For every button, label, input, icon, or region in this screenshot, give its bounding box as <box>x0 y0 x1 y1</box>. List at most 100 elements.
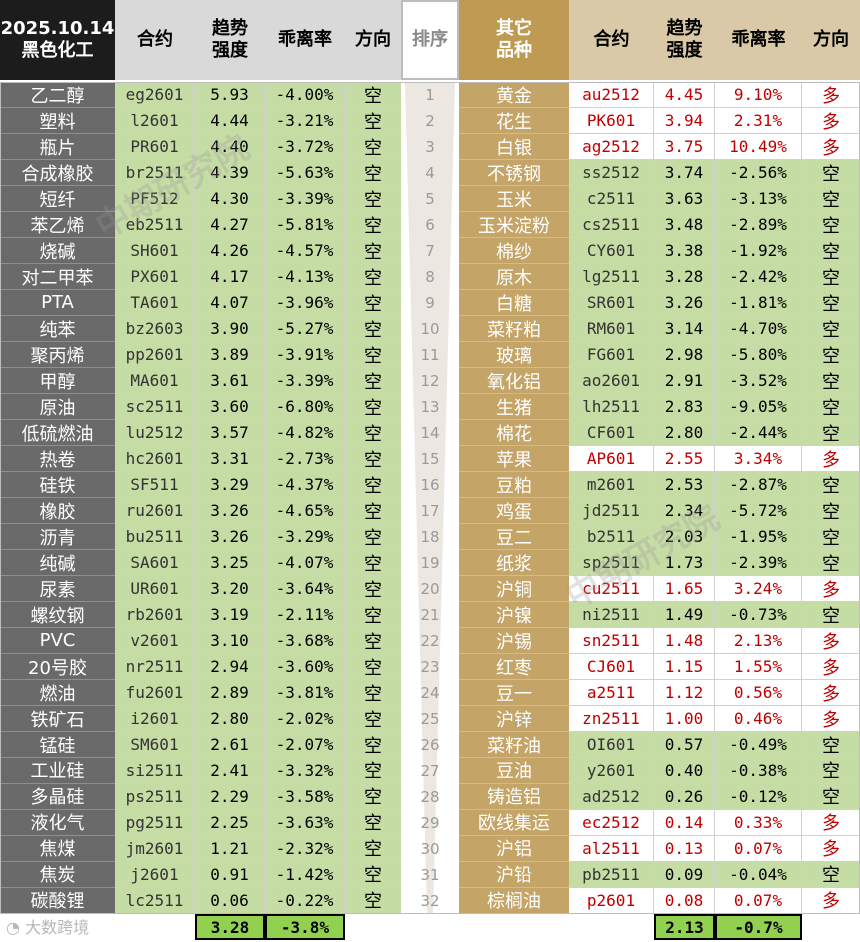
trend-strength: 2.53 <box>664 475 704 495</box>
variety-name: 塑料 <box>39 111 76 133</box>
direction: 空 <box>364 475 382 497</box>
left-name-cell: 工业硅 <box>0 757 115 785</box>
variety-name: 沪镍 <box>496 605 532 627</box>
right-contract-cell: al2511 <box>569 835 654 863</box>
deviation-rate: -3.64% <box>275 579 334 599</box>
variety-name: 低硫燃油 <box>21 423 94 445</box>
left-deviation-cell: -2.73% <box>265 445 345 473</box>
left-name-cell: 短纤 <box>0 185 115 213</box>
left-deviation-cell: -5.81% <box>265 211 345 239</box>
right-strength-cell: 2.53 <box>654 471 715 499</box>
left-deviation-cell: -3.72% <box>265 133 345 161</box>
left-deviation-cell: -4.13% <box>265 263 345 291</box>
contract-code: hc2601 <box>125 449 184 469</box>
right-contract-cell: p2601 <box>569 887 654 915</box>
right-deviation-cell: 2.31% <box>715 107 802 135</box>
variety-name: 沪锌 <box>496 709 532 731</box>
header-date-group-text: 黑色化工 <box>21 40 94 61</box>
trend-strength: 3.63 <box>664 189 704 209</box>
right-name-cell: 苹果 <box>459 445 569 473</box>
right-deviation-cell: -5.80% <box>715 341 802 369</box>
deviation-rate: -4.70% <box>729 319 787 339</box>
trend-strength: 3.90 <box>210 319 249 339</box>
variety-name: 沪锡 <box>496 631 532 653</box>
variety-name: 红枣 <box>496 657 532 679</box>
deviation-rate: -3.39% <box>275 371 334 391</box>
right-name-cell: 玉米淀粉 <box>459 211 569 239</box>
right-direction-cell: 空 <box>802 497 860 525</box>
left-strength-cell: 3.19 <box>195 601 265 629</box>
contract-code: si2511 <box>125 760 184 780</box>
trend-strength: 3.61 <box>210 371 249 391</box>
left-contract-cell: TA601 <box>115 289 195 317</box>
trend-strength: 1.15 <box>664 657 704 676</box>
left-deviation-cell: -3.63% <box>265 809 345 837</box>
rank-number: 2 <box>401 108 459 134</box>
left-name-cell: 原油 <box>0 393 115 421</box>
deviation-rate: -3.52% <box>729 371 787 391</box>
direction: 空 <box>822 371 840 393</box>
rank-text: 12 <box>420 371 440 390</box>
right-contract-cell: ni2511 <box>569 601 654 629</box>
right-strength-cell: 1.65 <box>654 575 715 603</box>
rank-number: 27 <box>401 758 459 784</box>
contract-code: lu2512 <box>125 423 184 443</box>
left-deviation-cell: -2.02% <box>265 705 345 733</box>
contract-code: ps2511 <box>125 786 184 806</box>
direction: 空 <box>364 163 382 185</box>
right-contract-cell: cu2511 <box>569 575 654 603</box>
right-name-cell: 豆油 <box>459 757 569 785</box>
right-direction-cell: 空 <box>802 315 860 343</box>
contract-code: cu2511 <box>582 579 640 599</box>
variety-name: 沪铅 <box>496 865 532 887</box>
left-contract-cell: ps2511 <box>115 783 195 811</box>
variety-name: 棉花 <box>496 423 532 445</box>
variety-name: 黄金 <box>496 85 532 107</box>
rank-text: 29 <box>420 813 440 832</box>
left-strength-cell: 5.93 <box>195 82 265 109</box>
contract-code: eg2601 <box>125 85 184 105</box>
header-deviation-text: 乖离率 <box>278 29 332 50</box>
left-deviation-cell: -3.60% <box>265 653 345 681</box>
trend-strength: 4.17 <box>210 267 249 287</box>
right-strength-cell: 1.15 <box>654 653 715 681</box>
direction: 空 <box>822 319 840 341</box>
left-strength-cell: 2.89 <box>195 679 265 707</box>
contract-code: fu2601 <box>125 683 184 702</box>
trend-strength: 3.19 <box>210 605 249 625</box>
right-name-cell: 豆二 <box>459 523 569 551</box>
trend-strength: 2.80 <box>664 423 704 443</box>
trend-strength: 4.45 <box>664 85 704 105</box>
left-strength-cell: 3.60 <box>195 393 265 421</box>
contract-code: zn2511 <box>582 708 640 728</box>
deviation-rate: -6.80% <box>275 397 334 417</box>
right-direction-cell: 空 <box>802 185 860 213</box>
left-strength-cell: 4.27 <box>195 211 265 239</box>
right-name-cell: 棕榈油 <box>459 887 569 915</box>
contract-code: ao2601 <box>582 371 640 391</box>
trend-strength: 2.94 <box>210 657 249 676</box>
left-contract-cell: j2601 <box>115 861 195 889</box>
right-strength-cell: 0.40 <box>654 757 715 785</box>
trend-strength: 4.27 <box>210 215 249 235</box>
footer-right-avg-deviation: -0.7% <box>715 914 802 940</box>
rank-number: 21 <box>401 602 459 628</box>
right-contract-cell: CF601 <box>569 419 654 447</box>
left-strength-cell: 3.26 <box>195 523 265 551</box>
left-name-cell: 螺纹钢 <box>0 601 115 629</box>
left-direction-cell: 空 <box>345 341 401 369</box>
direction: 空 <box>822 267 840 289</box>
contract-code: PX601 <box>130 267 179 287</box>
left-direction-cell: 空 <box>345 263 401 291</box>
right-direction-cell: 空 <box>802 861 860 889</box>
right-contract-cell: cs2511 <box>569 211 654 239</box>
trend-strength: 1.21 <box>210 838 249 858</box>
contract-code: lh2511 <box>582 397 640 417</box>
right-deviation-cell: -9.05% <box>715 393 802 421</box>
header-rank: 排序 <box>401 0 459 80</box>
deviation-rate: 9.10% <box>733 85 783 105</box>
left-contract-cell: si2511 <box>115 757 195 785</box>
right-deviation-cell: -0.49% <box>715 731 802 759</box>
left-direction-cell: 空 <box>345 445 401 473</box>
deviation-rate: -2.07% <box>275 734 334 754</box>
